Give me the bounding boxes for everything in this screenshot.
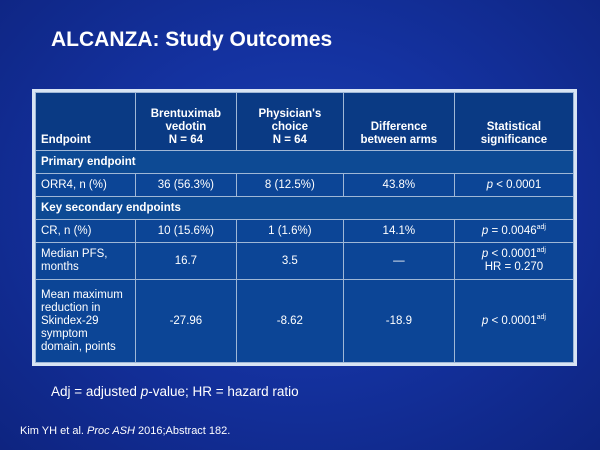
section-label-secondary: Key secondary endpoints [35, 196, 574, 220]
hazard-ratio: HR = 0.270 [484, 261, 544, 273]
cell-label: Mean maximum reduction in Skindex-29 sym… [35, 279, 136, 363]
p-value: < 0.0001 [493, 178, 542, 191]
label-line: Median PFS, [41, 248, 108, 260]
label-line: symptom [41, 327, 88, 340]
header-stat-line1: Statistical [486, 121, 542, 133]
label-line: months [41, 261, 79, 273]
p-value: = 0.0046 [488, 224, 537, 237]
label-line: domain, points [41, 340, 116, 353]
slide-title: ALCANZA: Study Outcomes [51, 28, 333, 51]
header-bv-line1: Brentuximab [150, 108, 222, 120]
p-value: < 0.0001 [488, 314, 537, 327]
outcomes-table-frame: Endpoint Brentuximab vedotin N = 64 Phys… [32, 89, 577, 366]
header-endpoint: Endpoint [35, 92, 136, 151]
label-line: Mean maximum [41, 288, 123, 301]
cell-diff: 14.1% [342, 219, 455, 243]
table-row-skindex: Mean maximum reduction in Skindex-29 sym… [35, 279, 575, 363]
cell-significance: p = 0.0046adj [453, 219, 575, 243]
cell-bv: 10 (15.6%) [134, 219, 237, 243]
p-superscript: adj [536, 313, 546, 321]
cell-label: CR, n (%) [35, 219, 136, 243]
cell-diff: — [342, 242, 455, 280]
cell-pc: 3.5 [235, 242, 344, 280]
cell-label: Median PFS, months [35, 242, 136, 280]
section-row-primary: Primary endpoint [35, 150, 574, 174]
cell-significance: p < 0.0001 [453, 173, 575, 197]
header-brentuximab: Brentuximab vedotin N = 64 [134, 92, 237, 151]
citation-text: Kim YH et al. [20, 425, 88, 437]
outcomes-table: Endpoint Brentuximab vedotin N = 64 Phys… [35, 92, 575, 363]
header-difference: Difference between arms [342, 92, 455, 151]
p-symbol: p [481, 314, 489, 327]
label-line: Skindex-29 [41, 314, 99, 327]
citation: Kim YH et al. Proc ASH 2016;Abstract 182… [20, 425, 230, 437]
table-header-row: Endpoint Brentuximab vedotin N = 64 Phys… [35, 92, 575, 151]
cell-significance: p < 0.0001adj [453, 279, 575, 363]
section-label-primary: Primary endpoint [35, 150, 574, 174]
p-symbol: p [481, 224, 489, 237]
cell-label: ORR4, n (%) [35, 173, 136, 197]
header-bv-line3: N = 64 [168, 134, 203, 146]
p-value: < 0.0001 [488, 248, 537, 260]
p-symbol: p [486, 178, 493, 191]
header-bv-line2: vedotin [165, 121, 207, 133]
footnote-italic: p [140, 384, 149, 399]
header-pc-line2: choice [271, 121, 309, 133]
p-symbol: p [481, 248, 489, 260]
header-pc-line3: N = 64 [272, 134, 307, 146]
table-row-orr4: ORR4, n (%) 36 (56.3%) 8 (12.5%) 43.8% p… [35, 173, 575, 197]
cell-bv: -27.96 [134, 279, 237, 363]
table-row-cr: CR, n (%) 10 (15.6%) 1 (1.6%) 14.1% p = … [35, 219, 575, 243]
section-row-secondary: Key secondary endpoints [35, 196, 574, 220]
header-diff-line2: between arms [360, 134, 438, 146]
header-diff-line1: Difference [370, 121, 427, 133]
label-line: reduction in [41, 301, 101, 314]
cell-bv: 36 (56.3%) [134, 173, 237, 197]
header-pc-line1: Physician's [258, 108, 322, 120]
header-significance: Statistical significance [453, 92, 575, 151]
p-superscript: adj [536, 247, 546, 255]
cell-pc: 1 (1.6%) [235, 219, 344, 243]
header-physicians-choice: Physician's choice N = 64 [235, 92, 344, 151]
cell-bv: 16.7 [134, 242, 237, 280]
citation-text: 2016;Abstract 182. [134, 425, 231, 437]
footnote-text: -value; HR = hazard ratio [148, 384, 299, 399]
header-stat-line2: significance [480, 134, 548, 146]
footnote-text: Adj = adjusted [51, 384, 141, 399]
abbreviation-footnote: Adj = adjusted p-value; HR = hazard rati… [51, 384, 299, 399]
table-row-pfs: Median PFS, months 16.7 3.5 — p < 0.0001a… [35, 242, 575, 280]
cell-significance: p < 0.0001adj HR = 0.270 [453, 242, 575, 280]
cell-pc: 8 (12.5%) [235, 173, 344, 197]
citation-journal: Proc ASH [87, 425, 135, 437]
cell-diff: 43.8% [342, 173, 455, 197]
p-superscript: adj [536, 223, 546, 231]
cell-pc: -8.62 [235, 279, 344, 363]
cell-diff: -18.9 [342, 279, 455, 363]
